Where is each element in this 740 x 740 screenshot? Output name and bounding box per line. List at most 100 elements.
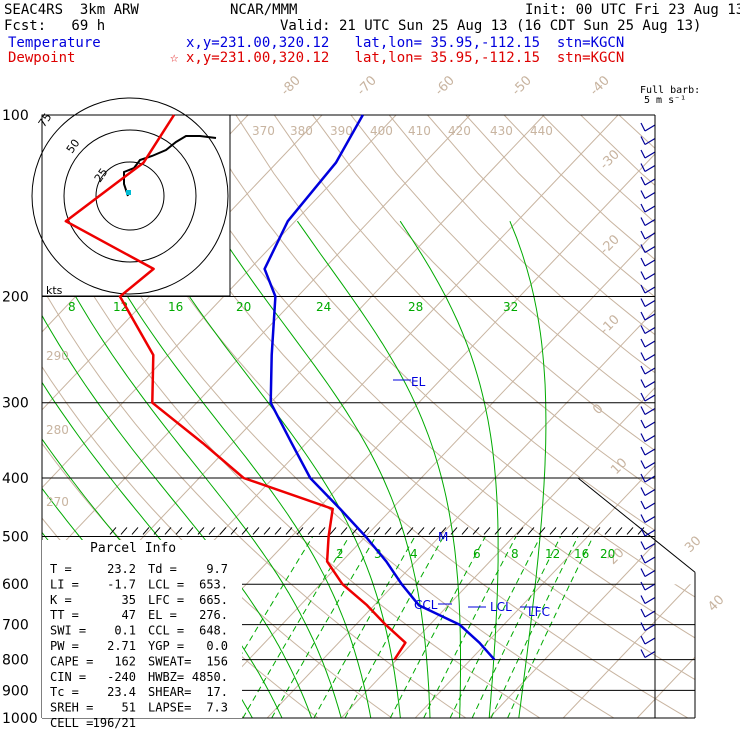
parcel-info-value: 4850. bbox=[192, 670, 228, 684]
wind-barb-flag bbox=[640, 460, 646, 469]
mixing-ratio-label: 28 bbox=[408, 300, 423, 314]
parcel-info-value: 9.7 bbox=[206, 562, 228, 576]
wind-barb bbox=[644, 515, 656, 524]
plot-diagonal-edge bbox=[577, 477, 696, 573]
parcel-info-value: 7.3 bbox=[206, 701, 228, 715]
isotherm-line bbox=[266, 115, 695, 718]
wind-barb bbox=[644, 556, 656, 564]
temperature-location: x,y=231.00,320.12 lat,lon= 35.95,-112.15… bbox=[186, 35, 625, 51]
hatch-mark bbox=[208, 527, 216, 535]
parcel-info-key: CIN = bbox=[50, 670, 86, 684]
isotherm-label: -40 bbox=[587, 73, 613, 99]
parcel-info-key: PW = bbox=[50, 639, 79, 653]
parcel-info-value: 665. bbox=[199, 593, 228, 607]
hodograph-units: kts bbox=[46, 284, 63, 297]
hatch-mark bbox=[175, 527, 183, 535]
hatch-mark bbox=[637, 527, 645, 535]
mixing-ratio-label: 16 bbox=[574, 547, 589, 561]
wind-barb bbox=[644, 178, 656, 186]
mixing-ratio-label: 2 bbox=[336, 547, 344, 561]
hatch-mark bbox=[274, 527, 282, 535]
parcel-info-key: LI = bbox=[50, 577, 79, 591]
parcel-info-key: YGP = bbox=[148, 639, 184, 653]
dry-adiabat-line bbox=[273, 115, 695, 718]
wind-barb bbox=[644, 569, 656, 578]
mixing-ratio-label: 32 bbox=[503, 300, 518, 314]
moist-adiabat-line bbox=[141, 220, 401, 718]
theta-label: 420 bbox=[448, 124, 471, 138]
wind-barb bbox=[644, 407, 656, 416]
wind-barb bbox=[644, 610, 656, 618]
hatch-mark bbox=[538, 527, 546, 535]
mixing-ratio-label: 6 bbox=[473, 547, 481, 561]
theta-label: 280 bbox=[46, 423, 69, 437]
isotherm-line bbox=[562, 115, 695, 718]
hatch-mark bbox=[417, 527, 425, 535]
wind-barb-flag bbox=[640, 379, 646, 388]
mixing-ratio-label: 8 bbox=[511, 547, 519, 561]
dry-adiabat-line bbox=[350, 115, 695, 718]
wind-barb-flag bbox=[640, 136, 646, 145]
parcel-info-value: 47 bbox=[122, 608, 136, 622]
wind-barb bbox=[644, 475, 656, 483]
wind-barb bbox=[644, 529, 656, 537]
hatch-mark bbox=[604, 527, 612, 535]
moist-adiabat-line bbox=[84, 220, 372, 718]
wind-barb bbox=[644, 394, 656, 402]
mixing-ratio-label: 24 bbox=[316, 300, 331, 314]
mixing-ratio-line bbox=[490, 536, 579, 718]
wind-barb bbox=[644, 232, 656, 240]
pressure-label: 200 bbox=[2, 290, 29, 306]
pressure-label: 600 bbox=[2, 577, 29, 593]
hatch-mark bbox=[505, 527, 513, 535]
wind-barb-flag bbox=[640, 122, 646, 132]
wind-barb bbox=[644, 205, 656, 213]
parcel-info-value: 17. bbox=[206, 685, 228, 699]
wind-barb bbox=[644, 286, 656, 294]
annotation-ccl: CCL bbox=[414, 598, 438, 612]
hatch-mark bbox=[263, 527, 271, 535]
wind-barb bbox=[644, 340, 656, 348]
wind-barb-flag bbox=[640, 446, 646, 456]
hatch-mark bbox=[340, 527, 348, 535]
isotherm-line bbox=[488, 115, 695, 718]
parcel-info-value: 23.2 bbox=[107, 562, 136, 576]
hatch-mark bbox=[395, 527, 403, 535]
mixing-ratio-label: 4 bbox=[410, 547, 418, 561]
parcel-info-key: HWBZ= bbox=[148, 670, 184, 684]
mixing-ratio-line bbox=[471, 536, 562, 718]
hatch-mark bbox=[549, 527, 557, 535]
wind-barb-flag bbox=[640, 311, 646, 321]
hatch-mark bbox=[615, 527, 623, 535]
mixing-ratio-label: 16 bbox=[168, 300, 183, 314]
wind-barb-flag bbox=[640, 541, 646, 550]
mixing-ratio-line bbox=[507, 536, 594, 718]
hodograph-origin-marker bbox=[126, 190, 131, 195]
parcel-info-key: CAPE = bbox=[50, 654, 93, 668]
hatch-mark bbox=[560, 527, 568, 535]
wind-barb-flag bbox=[640, 163, 646, 172]
parcel-info-key: K = bbox=[50, 593, 72, 607]
isotherm-line bbox=[636, 115, 695, 718]
hatch-mark bbox=[384, 527, 392, 535]
wind-barb bbox=[644, 326, 656, 335]
dry-adiabat-line bbox=[388, 115, 695, 718]
dry-adiabat-line bbox=[503, 115, 695, 718]
hatch-mark bbox=[582, 527, 590, 535]
parcel-info-key: EL = bbox=[148, 608, 177, 622]
hatch-mark bbox=[153, 527, 161, 535]
parcel-info-value: 162 bbox=[114, 654, 136, 668]
hatch-mark bbox=[285, 527, 293, 535]
hatch-mark bbox=[164, 527, 172, 535]
annotation-el: EL bbox=[411, 375, 426, 389]
wind-barb bbox=[644, 596, 656, 605]
wind-barb bbox=[644, 313, 656, 321]
mixing-ratio-label: 12 bbox=[545, 547, 560, 561]
isotherm-line bbox=[414, 115, 695, 718]
parcel-info-value: 23.4 bbox=[107, 685, 136, 699]
valid-time: Valid: 21 UTC Sun 25 Aug 13 (16 CDT Sun … bbox=[280, 18, 702, 34]
isotherm-line bbox=[711, 115, 740, 718]
parcel-info-value: 156 bbox=[206, 654, 228, 668]
parcel-info-value: 653. bbox=[199, 577, 228, 591]
theta-label: 430 bbox=[490, 124, 513, 138]
